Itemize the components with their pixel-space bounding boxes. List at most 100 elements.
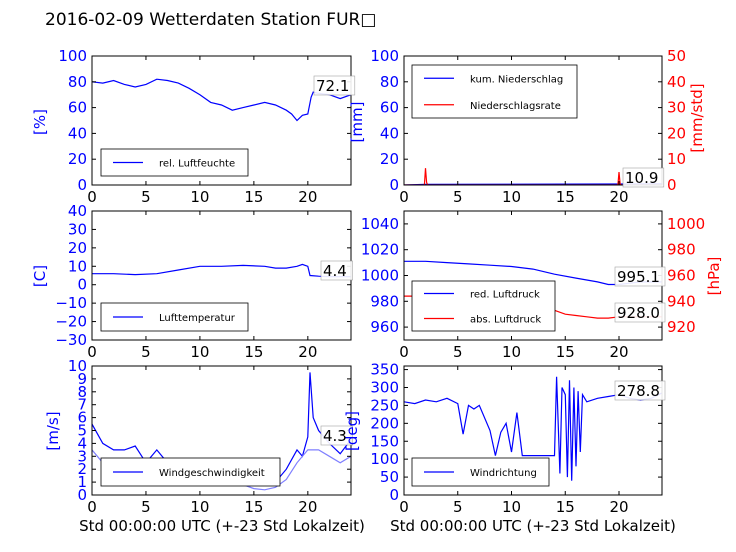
panel-temperature-xtick-label: 10	[190, 343, 209, 361]
panel-humidity-series-rel-luftfeuchte-line	[92, 78, 351, 122]
panel-temperature-series-lufttemperatur-line	[92, 263, 351, 278]
panel-wind-speed-ytick-label: 9	[77, 370, 87, 388]
panel-humidity-ytick-label: 80	[68, 73, 87, 91]
panel-humidity-ytick-label: 40	[68, 124, 87, 142]
panel-precipitation-legend-label: kum. Niederschlag	[470, 74, 563, 85]
panel-precipitation-xtick-label: 20	[609, 188, 628, 206]
panel-precipitation-ylabel: [mm]	[348, 102, 366, 143]
panel-wind-direction-ytick-label: 0	[389, 486, 399, 504]
panel-pressure-xtick-label: 15	[556, 343, 575, 361]
panel-pressure-annotation-box	[614, 302, 666, 323]
panel-wind-speed-ytick-label: 7	[77, 396, 87, 414]
panel-wind-speed-ytick-label: 4	[77, 434, 87, 452]
panel-wind-direction-xtick-label: 5	[453, 498, 463, 516]
xlabel-right: Std 00:00:00 UTC (+-23 Std Lokalzeit)	[390, 517, 676, 535]
panel-precipitation-legend-label: Niederschlagsrate	[470, 101, 561, 112]
panel-pressure-ytick-label: 960	[370, 318, 399, 336]
panel-wind-direction-ytick-label: 300	[370, 379, 399, 397]
panel-precipitation-y2tick-label: 30	[667, 99, 686, 117]
panel-wind-direction-xtick-label: 0	[399, 498, 409, 516]
panel-wind-direction-ytick-label: 100	[370, 450, 399, 468]
panel-wind-speed-ylabel: [m/s]	[44, 411, 62, 450]
panel-wind-speed-xtick-label: 0	[87, 498, 97, 516]
panel-wind-speed-annotation-box	[320, 425, 353, 446]
panel-wind-direction-xtick-label: 15	[556, 498, 575, 516]
panel-pressure-ytick-label: 980	[370, 292, 399, 310]
panel-wind-direction-ytick-label: 250	[370, 396, 399, 414]
panel-pressure-ytick-label: 1000	[361, 267, 399, 285]
panel-wind-speed-xtick-label: 5	[141, 498, 151, 516]
panel-precipitation-legend-box	[411, 64, 578, 119]
panel-humidity-ytick-label: 100	[58, 47, 87, 65]
panel-precipitation-ytick-label: 0	[389, 176, 399, 194]
panel-pressure-legend-label: abs. Luftdruck	[470, 315, 541, 326]
panel-humidity-xtick-label: 20	[298, 188, 317, 206]
panel-pressure-xtick-label: 5	[453, 343, 463, 361]
panel-temperature-ytick-label: −20	[55, 313, 87, 331]
panel-wind-direction-ytick-label: 150	[370, 432, 399, 450]
panel-precipitation-ytick-label: 80	[380, 73, 399, 91]
panel-precipitation-y2tick-label: 40	[667, 73, 686, 91]
panel-pressure-y2tick-label: 1000	[667, 215, 705, 233]
panel-pressure-annotation: 995.1	[617, 268, 660, 286]
panel-wind-speed-ytick-label: 10	[68, 357, 87, 375]
panel-wind-direction-xtick-label: 10	[502, 498, 521, 516]
panel-pressure-legend-box	[411, 280, 556, 332]
panel-pressure-xtick-label: 0	[399, 343, 409, 361]
panel-precipitation-y2tick-label: 10	[667, 150, 686, 168]
panel-temperature-annotation-box	[320, 260, 353, 281]
panel-wind-direction-annotation: 278.8	[617, 382, 660, 400]
panel-humidity-ytick-label: 20	[68, 150, 87, 168]
panel-precipitation-y2label: [mm/std]	[688, 83, 706, 152]
chart-title: 2016-02-09 Wetterdaten Station FUR□	[45, 10, 376, 30]
panel-temperature-ytick-label: 20	[68, 239, 87, 257]
panel-precipitation-ytick-label: 40	[380, 124, 399, 142]
panel-pressure-annotation: 928.0	[617, 304, 660, 322]
panel-pressure-y2tick-label: 940	[667, 292, 696, 310]
panel-precipitation-annotation: 10.9	[625, 169, 658, 187]
panel-wind-direction-ytick-label: 350	[370, 361, 399, 379]
panel-wind-speed-ytick-label: 2	[77, 460, 87, 478]
panel-wind-speed-ytick-label: 6	[77, 409, 87, 427]
panel-wind-speed-ytick-label: 3	[77, 447, 87, 465]
panel-humidity-annotation: 72.1	[316, 77, 349, 95]
panel-humidity-xtick-label: 15	[244, 188, 263, 206]
panel-precipitation-xtick-label: 10	[502, 188, 521, 206]
panel-precipitation-y2tick-label: 0	[667, 176, 677, 194]
panel-temperature-ytick-label: 10	[68, 257, 87, 275]
panel-temperature-ytick-label: 30	[68, 220, 87, 238]
panel-humidity-xtick-label: 5	[141, 188, 151, 206]
panel-precipitation-xtick-label: 0	[399, 188, 409, 206]
panel-pressure-annotation-box	[614, 266, 666, 287]
panel-wind-direction-frame	[403, 365, 663, 496]
panel-wind-speed-xtick-label: 20	[298, 498, 317, 516]
panel-wind-speed-ytick-label: 8	[77, 383, 87, 401]
panel-wind-direction-xtick-label: 20	[609, 498, 628, 516]
panel-temperature-ytick-label: 0	[77, 276, 87, 294]
panel-pressure-y2label: [hPa]	[705, 257, 723, 296]
panel-wind-speed-ytick-label: 1	[77, 473, 87, 491]
panel-pressure-xtick-label: 20	[609, 343, 628, 361]
panel-wind-direction-series-windrichtung-line	[404, 376, 662, 481]
panel-humidity-ytick-label: 60	[68, 99, 87, 117]
panel-temperature-ytick-label: −10	[55, 294, 87, 312]
panel-precipitation-ytick-label: 20	[380, 150, 399, 168]
panel-wind-direction-ylabel: [deg]	[343, 411, 361, 451]
panel-temperature-legend-label: Lufttemperatur	[159, 313, 236, 324]
panel-precipitation-xtick-label: 15	[556, 188, 575, 206]
panel-temperature-xtick-label: 15	[244, 343, 263, 361]
panel-temperature-xtick-label: 5	[141, 343, 151, 361]
panel-humidity-xtick-label: 0	[87, 188, 97, 206]
panel-pressure-y2tick-label: 980	[667, 241, 696, 259]
panel-pressure-ytick-label: 1020	[361, 241, 399, 259]
panel-pressure-ytick-label: 1040	[361, 215, 399, 233]
panel-humidity-ylabel: [%]	[31, 109, 49, 135]
panel-temperature-ytick-label: 40	[68, 202, 87, 220]
panel-temperature-annotation: 4.4	[323, 262, 347, 280]
panel-precipitation-y2tick-label: 20	[667, 124, 686, 142]
panel-wind-speed-annotation: 4.3	[323, 427, 347, 445]
panel-wind-speed-ytick-label: 5	[77, 422, 87, 440]
panel-temperature-ylabel: [C]	[31, 265, 49, 287]
panel-wind-direction-ytick-label: 200	[370, 414, 399, 432]
